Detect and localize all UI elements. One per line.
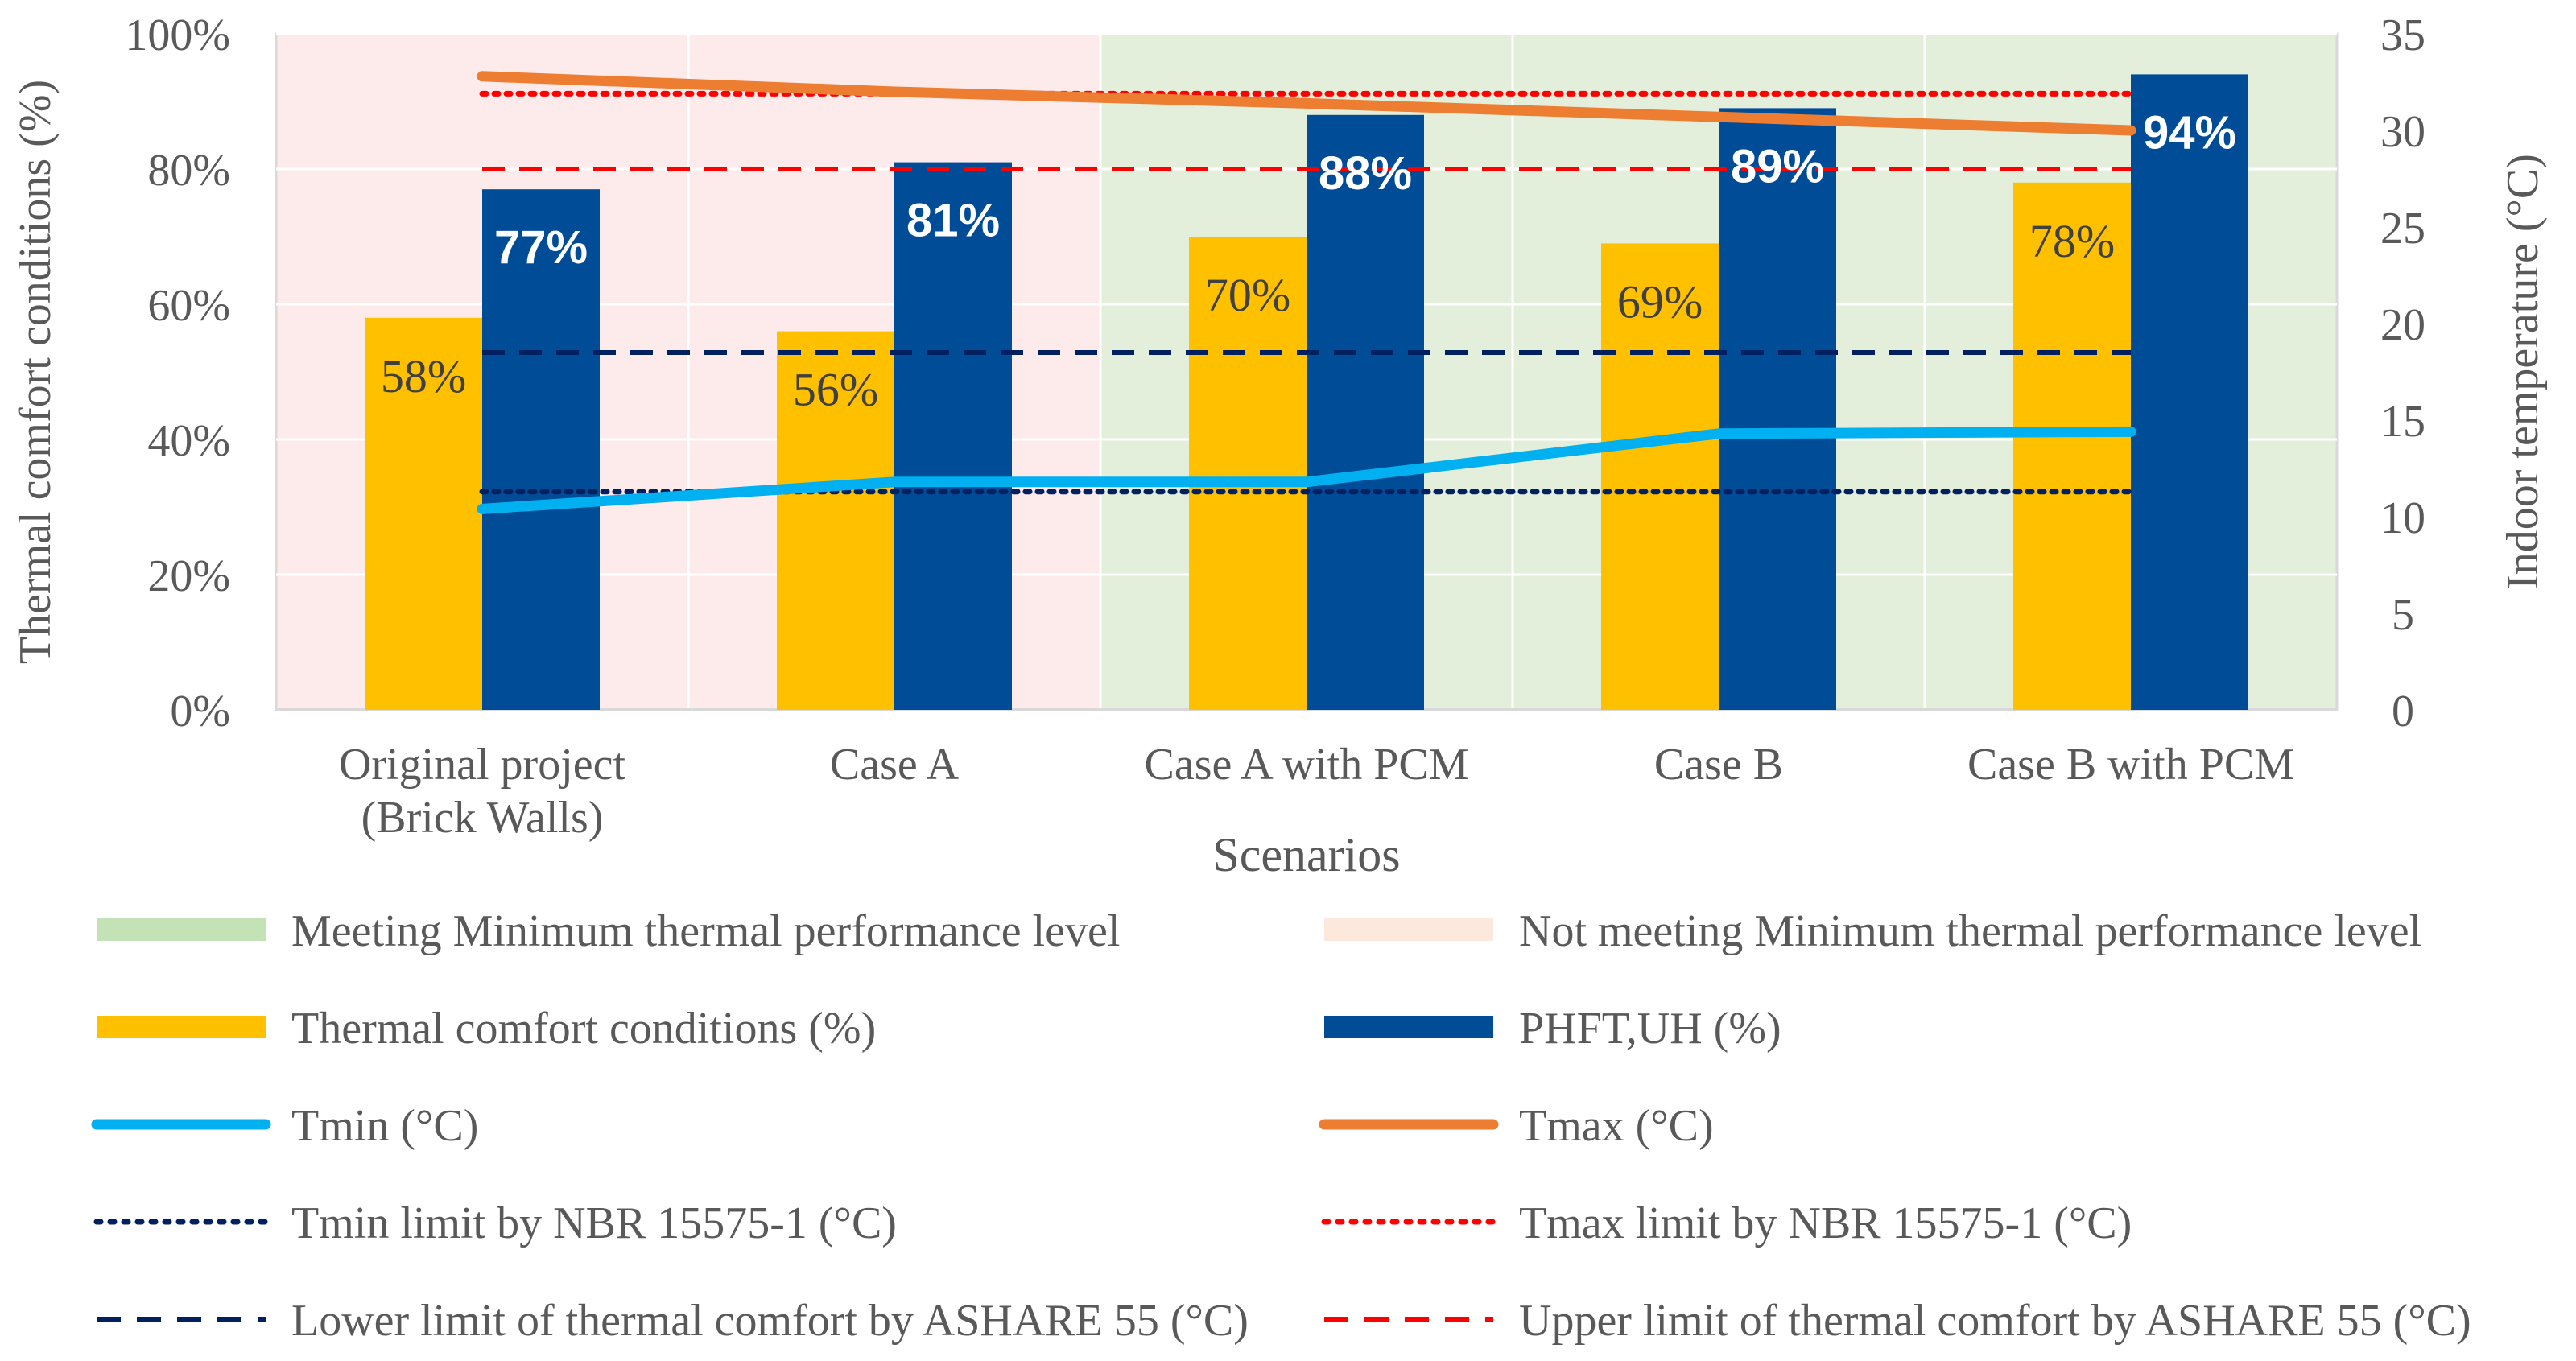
legend-label: Tmax (°C) bbox=[1519, 1101, 1714, 1151]
legend-label: Upper limit of thermal comfort by ASHARE… bbox=[1519, 1296, 2471, 1346]
y2-tick-label: 10 bbox=[2380, 493, 2425, 543]
legend-item: PHFT,UH (%) bbox=[1324, 1004, 1781, 1054]
legend-label: Tmin limit by NBR 15575-1 (°C) bbox=[291, 1198, 897, 1248]
y2-tick-label: 20 bbox=[2380, 300, 2425, 350]
x-axis-title: Scenarios bbox=[1212, 828, 1400, 881]
y-tick-label: 40% bbox=[147, 416, 230, 466]
data-labels: 58% 56% 70% 69% 78% 77% 81% 88% 89% 94% bbox=[381, 106, 2236, 415]
legend-label: Thermal comfort conditions (%) bbox=[291, 1004, 876, 1054]
gridlines bbox=[276, 32, 2337, 711]
y2-tick-label: 5 bbox=[2392, 590, 2414, 640]
legend-swatch bbox=[1324, 918, 1493, 941]
legend-item: Tmin (°C) bbox=[91, 1101, 478, 1151]
y-tick-label: 100% bbox=[125, 10, 230, 60]
x-tick-label: Case B bbox=[1654, 740, 1783, 790]
y2-tick-label: 35 bbox=[2380, 10, 2425, 60]
bar-phft-uh bbox=[1719, 108, 1836, 710]
y2-axis-title: Indoor temperature (°C) bbox=[2498, 154, 2548, 590]
x-tick-label: (Brick Walls) bbox=[361, 793, 604, 843]
legend-item: Tmin limit by NBR 15575-1 (°C) bbox=[93, 1198, 897, 1248]
data-label: 77% bbox=[494, 221, 588, 274]
legend-item: Meeting Minimum thermal performance leve… bbox=[97, 906, 1120, 956]
legend-swatch bbox=[1324, 1016, 1493, 1038]
bar-thermal-comfort bbox=[365, 317, 482, 710]
x-tick-label: Case A with PCM bbox=[1145, 740, 1469, 790]
x-tick-label: Original project bbox=[339, 740, 626, 790]
y2-tick-label: 30 bbox=[2380, 107, 2425, 157]
y-tick-label: 20% bbox=[147, 551, 230, 601]
bar-thermal-comfort bbox=[1601, 243, 1719, 710]
bar-thermal-comfort bbox=[777, 331, 894, 710]
data-label: 56% bbox=[793, 364, 878, 416]
bar-thermal-comfort bbox=[2013, 182, 2131, 711]
tmax-line bbox=[477, 71, 2136, 136]
data-label: 88% bbox=[1319, 147, 1412, 200]
lines bbox=[477, 71, 2136, 514]
tmin-line bbox=[477, 426, 2136, 514]
x-tick-label: Case B with PCM bbox=[1967, 740, 2294, 790]
data-label: 70% bbox=[1205, 269, 1290, 321]
y2-tick-label: 15 bbox=[2380, 397, 2425, 447]
legend-swatch bbox=[97, 1016, 266, 1038]
legend-item: Thermal comfort conditions (%) bbox=[97, 1004, 876, 1054]
bar-phft-uh bbox=[2131, 74, 2248, 710]
bars bbox=[365, 74, 2248, 711]
legend-item: Not meeting Minimum thermal performance … bbox=[1324, 906, 2421, 956]
bar-phft-uh bbox=[1307, 114, 1424, 711]
bar-phft-uh bbox=[482, 189, 600, 710]
x-tick-label: Case A bbox=[830, 740, 960, 790]
legend-item: Upper limit of thermal comfort by ASHARE… bbox=[1324, 1296, 2471, 1346]
y-tick-label: 0% bbox=[170, 687, 230, 736]
y-tick-label: 60% bbox=[147, 281, 230, 331]
data-label: 58% bbox=[381, 350, 466, 402]
data-label: 81% bbox=[906, 195, 1000, 247]
y-tick-label: 80% bbox=[147, 146, 230, 196]
y2-tick-label: 25 bbox=[2380, 204, 2425, 254]
y-axis-title: Thermal comfort conditions (%) bbox=[10, 80, 60, 664]
legend-item: Lower limit of thermal comfort by ASHARE… bbox=[97, 1296, 1249, 1346]
data-label: 94% bbox=[2143, 106, 2236, 159]
legend-label: Tmax limit by NBR 15575-1 (°C) bbox=[1519, 1198, 2132, 1248]
bar-thermal-comfort bbox=[1189, 237, 1307, 710]
bar-phft-uh bbox=[894, 162, 1012, 711]
data-label: 78% bbox=[2029, 215, 2115, 267]
data-label: 89% bbox=[1731, 140, 1824, 192]
legend-label: Lower limit of thermal comfort by ASHARE… bbox=[291, 1296, 1249, 1346]
legend-label: Not meeting Minimum thermal performance … bbox=[1519, 906, 2421, 956]
data-label: 69% bbox=[1617, 275, 1703, 328]
legend-label: Meeting Minimum thermal performance leve… bbox=[291, 906, 1120, 956]
legend-item: Tmax (°C) bbox=[1319, 1101, 1714, 1151]
axes: 0% 20% 40% 60% 80% 100% 0 5 10 15 20 25 30 35 Original… bbox=[10, 10, 2548, 881]
y2-tick-label: 0 bbox=[2392, 687, 2414, 736]
legend: Meeting Minimum thermal performance leve… bbox=[91, 906, 2471, 1346]
legend-swatch bbox=[97, 918, 266, 941]
legend-label: Tmin (°C) bbox=[291, 1101, 478, 1151]
legend-label: PHFT,UH (%) bbox=[1519, 1004, 1781, 1054]
legend-item: Tmax limit by NBR 15575-1 (°C) bbox=[1321, 1198, 2132, 1248]
